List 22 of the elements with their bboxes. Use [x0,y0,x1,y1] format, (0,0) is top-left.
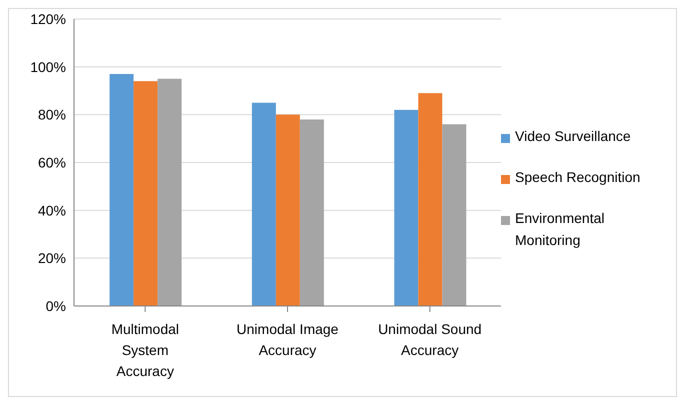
legend-label: Video Surveillance [515,127,631,146]
y-tick-label: 100% [30,58,66,75]
legend-label: Speech Recognition [515,168,640,187]
y-tick-label: 40% [38,202,66,218]
y-tick-label: 20% [38,250,66,266]
bar [442,124,466,306]
x-tick-label: Multimodal System Accuracy [111,321,180,379]
bar [252,102,276,306]
bar [300,119,324,306]
bar [158,78,182,306]
legend-label: Environmental Monitoring [515,209,606,250]
y-tick-label: 60% [38,154,66,170]
bar [276,114,300,306]
x-tick-label: Unimodal Sound Accuracy [378,321,482,358]
bar [110,74,134,306]
bar [394,110,418,306]
bar [134,81,158,306]
bar [418,93,442,306]
x-tick-label: Unimodal Image Accuracy [236,321,339,358]
y-tick-label: 80% [38,106,66,123]
y-tick-label: 120% [30,10,66,27]
y-tick-label: 0% [46,298,66,314]
